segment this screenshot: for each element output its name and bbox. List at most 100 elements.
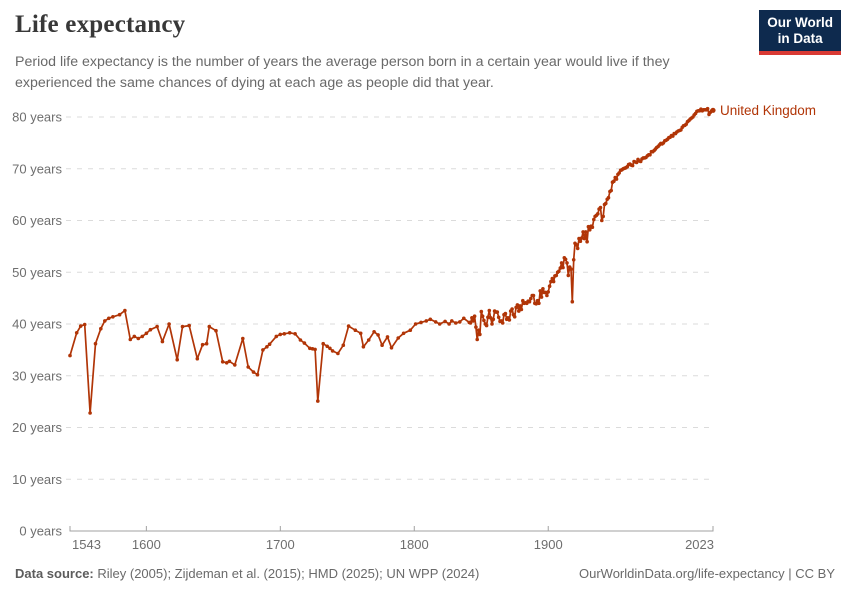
- series-point-marker: [366, 338, 371, 342]
- series-point-marker: [470, 316, 474, 320]
- series-point-marker: [565, 261, 569, 265]
- series-point-marker: [475, 337, 480, 342]
- series-point-marker: [187, 323, 191, 328]
- data-source-text: Riley (2005); Zijdeman et al. (2015); HM…: [93, 566, 480, 581]
- series-point-marker: [480, 314, 485, 319]
- owid-url-license[interactable]: OurWorldinData.org/life-expectancy | CC …: [578, 566, 835, 581]
- series-point-marker: [478, 332, 482, 337]
- y-tick-label: 60 years: [12, 213, 62, 228]
- series-point-marker: [705, 106, 710, 111]
- series-point-marker: [601, 214, 605, 219]
- series-point-marker: [468, 321, 473, 325]
- series-entity-label[interactable]: United Kingdom: [720, 103, 816, 118]
- series-point-marker: [241, 336, 245, 341]
- y-tick-label: 10 years: [12, 472, 62, 487]
- series-point-marker: [204, 341, 209, 346]
- series-point-marker: [396, 336, 401, 340]
- series-point-marker: [596, 212, 600, 216]
- series-point-marker: [474, 325, 478, 329]
- x-tick-label: 2023: [685, 537, 714, 552]
- series-point-marker: [507, 318, 512, 322]
- series-point-marker: [539, 295, 544, 299]
- series-point-marker: [487, 308, 492, 313]
- series-point-marker: [570, 299, 575, 304]
- series-point-marker: [78, 324, 83, 328]
- owid-logo-line2: in Data: [777, 31, 823, 47]
- x-tick-label: 1900: [534, 537, 563, 552]
- series-point-marker: [224, 361, 229, 365]
- series-point-marker: [361, 345, 366, 349]
- series-point-marker: [486, 315, 490, 320]
- series-point-marker: [554, 273, 559, 278]
- series-point-marker: [353, 328, 358, 333]
- y-tick-label: 70 years: [12, 161, 62, 176]
- series-point-marker: [321, 341, 326, 346]
- series-point-marker: [385, 335, 390, 339]
- series-point-marker: [579, 236, 584, 240]
- series-point-marker: [293, 332, 297, 336]
- series-point-marker: [500, 321, 505, 325]
- series-point-marker: [278, 332, 283, 337]
- series-point-marker: [265, 345, 269, 349]
- owid-logo[interactable]: Our World in Data: [759, 10, 841, 55]
- series-point-marker: [604, 201, 608, 206]
- series-point-marker: [433, 320, 438, 324]
- series-point-marker: [606, 195, 611, 200]
- y-tick-label: 30 years: [12, 368, 62, 383]
- x-tick-label: 1543: [72, 537, 101, 552]
- series-point-marker: [428, 317, 433, 322]
- y-tick-label: 80 years: [12, 110, 62, 125]
- y-tick-label: 20 years: [12, 420, 62, 435]
- series-point-marker: [389, 346, 394, 350]
- series-point-marker: [325, 344, 330, 349]
- series-point-marker: [546, 290, 550, 294]
- series-point-marker: [207, 324, 212, 329]
- series-point-marker: [298, 338, 303, 342]
- series-point-marker: [424, 319, 429, 323]
- series-point-marker: [527, 299, 532, 304]
- chart-footer: Data source: Riley (2005); Zijdeman et a…: [15, 566, 835, 581]
- series-point-marker: [251, 370, 256, 374]
- series-point-marker: [541, 287, 545, 291]
- data-source-note: Data source: Riley (2005); Zijdeman et a…: [15, 566, 479, 581]
- series-point-marker: [558, 266, 563, 270]
- series-point-marker: [529, 296, 533, 301]
- series-point-marker: [336, 351, 340, 356]
- series-line[interactable]: [69, 107, 714, 414]
- series-point-marker: [302, 341, 307, 345]
- series-point-marker: [503, 311, 508, 316]
- series-point-marker: [491, 317, 496, 322]
- series-point-marker: [144, 331, 149, 336]
- series-point-marker: [111, 315, 115, 319]
- series-point-marker: [155, 324, 159, 329]
- series-point-marker: [569, 267, 573, 271]
- series-point-marker: [612, 179, 616, 183]
- series-point-marker: [227, 359, 232, 364]
- series-point-marker: [462, 316, 466, 321]
- series-point-marker: [103, 319, 107, 323]
- series-point-marker: [233, 363, 237, 367]
- series-point-marker: [549, 279, 553, 284]
- series-point-marker: [274, 334, 279, 339]
- series-point-marker: [447, 322, 451, 326]
- series-point-marker: [561, 265, 565, 270]
- series-point-marker: [380, 343, 384, 348]
- series-point-marker: [220, 360, 225, 364]
- series-point-marker: [471, 319, 476, 323]
- series-point-marker: [140, 334, 145, 339]
- series-end-marker: [710, 107, 716, 113]
- series-point-marker: [267, 342, 272, 347]
- series-point-marker: [586, 224, 591, 229]
- series-point-marker: [175, 357, 179, 362]
- series-point-marker: [559, 261, 564, 265]
- series-point-marker: [419, 320, 423, 325]
- series-point-marker: [592, 217, 596, 222]
- series-point-marker: [255, 372, 260, 377]
- series-point-marker: [82, 322, 87, 327]
- series-point-marker: [582, 236, 587, 241]
- series-point-marker: [123, 308, 127, 313]
- series-point-marker: [328, 346, 332, 351]
- series-point-marker: [261, 348, 265, 352]
- series-point-marker: [107, 316, 111, 321]
- series-point-marker: [551, 279, 556, 284]
